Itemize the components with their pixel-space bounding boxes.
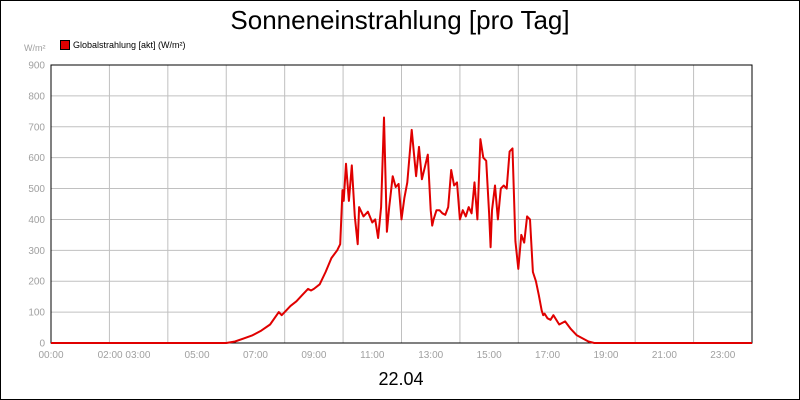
x-tick-label: 05:00 xyxy=(185,350,210,361)
y-tick-label: 200 xyxy=(28,277,45,288)
x-tick-label: 09:00 xyxy=(301,350,326,361)
y-tick-label: 400 xyxy=(28,215,45,226)
x-tick-label: 19:00 xyxy=(593,350,618,361)
x-tick-label: 13:00 xyxy=(418,350,443,361)
legend: Globalstrahlung [akt] (W/m²) xyxy=(60,40,186,50)
x-tick-label: 23:00 xyxy=(710,350,735,361)
y-axis-unit-label: W/m² xyxy=(24,43,46,53)
y-tick-label: 300 xyxy=(28,246,45,257)
y-tick-label: 100 xyxy=(28,308,45,319)
x-tick-label: 21:00 xyxy=(652,350,677,361)
y-tick-label: 500 xyxy=(28,184,45,195)
chart-title: Sonneneinstrahlung [pro Tag] xyxy=(230,5,570,35)
legend-swatch xyxy=(60,40,70,50)
y-tick-label: 800 xyxy=(28,91,45,102)
y-tick-label: 600 xyxy=(28,153,45,164)
x-tick-label: 00:00 xyxy=(38,350,63,361)
plot-border xyxy=(50,64,753,344)
x-tick-label: 11:00 xyxy=(360,350,385,361)
y-tick-label: 900 xyxy=(28,61,45,72)
x-tick-label: 15:00 xyxy=(477,350,502,361)
date-label: 22.04 xyxy=(378,369,424,389)
series-line xyxy=(51,116,752,344)
y-tick-label: 0 xyxy=(39,339,45,350)
legend-label: Globalstrahlung [akt] (W/m²) xyxy=(73,40,186,50)
x-tick-label: 17:00 xyxy=(535,350,560,361)
x-tick-label: 07:00 xyxy=(243,350,268,361)
y-tick-label: 700 xyxy=(28,122,45,133)
x-tick-label: 02:00 03:00 xyxy=(98,350,151,361)
